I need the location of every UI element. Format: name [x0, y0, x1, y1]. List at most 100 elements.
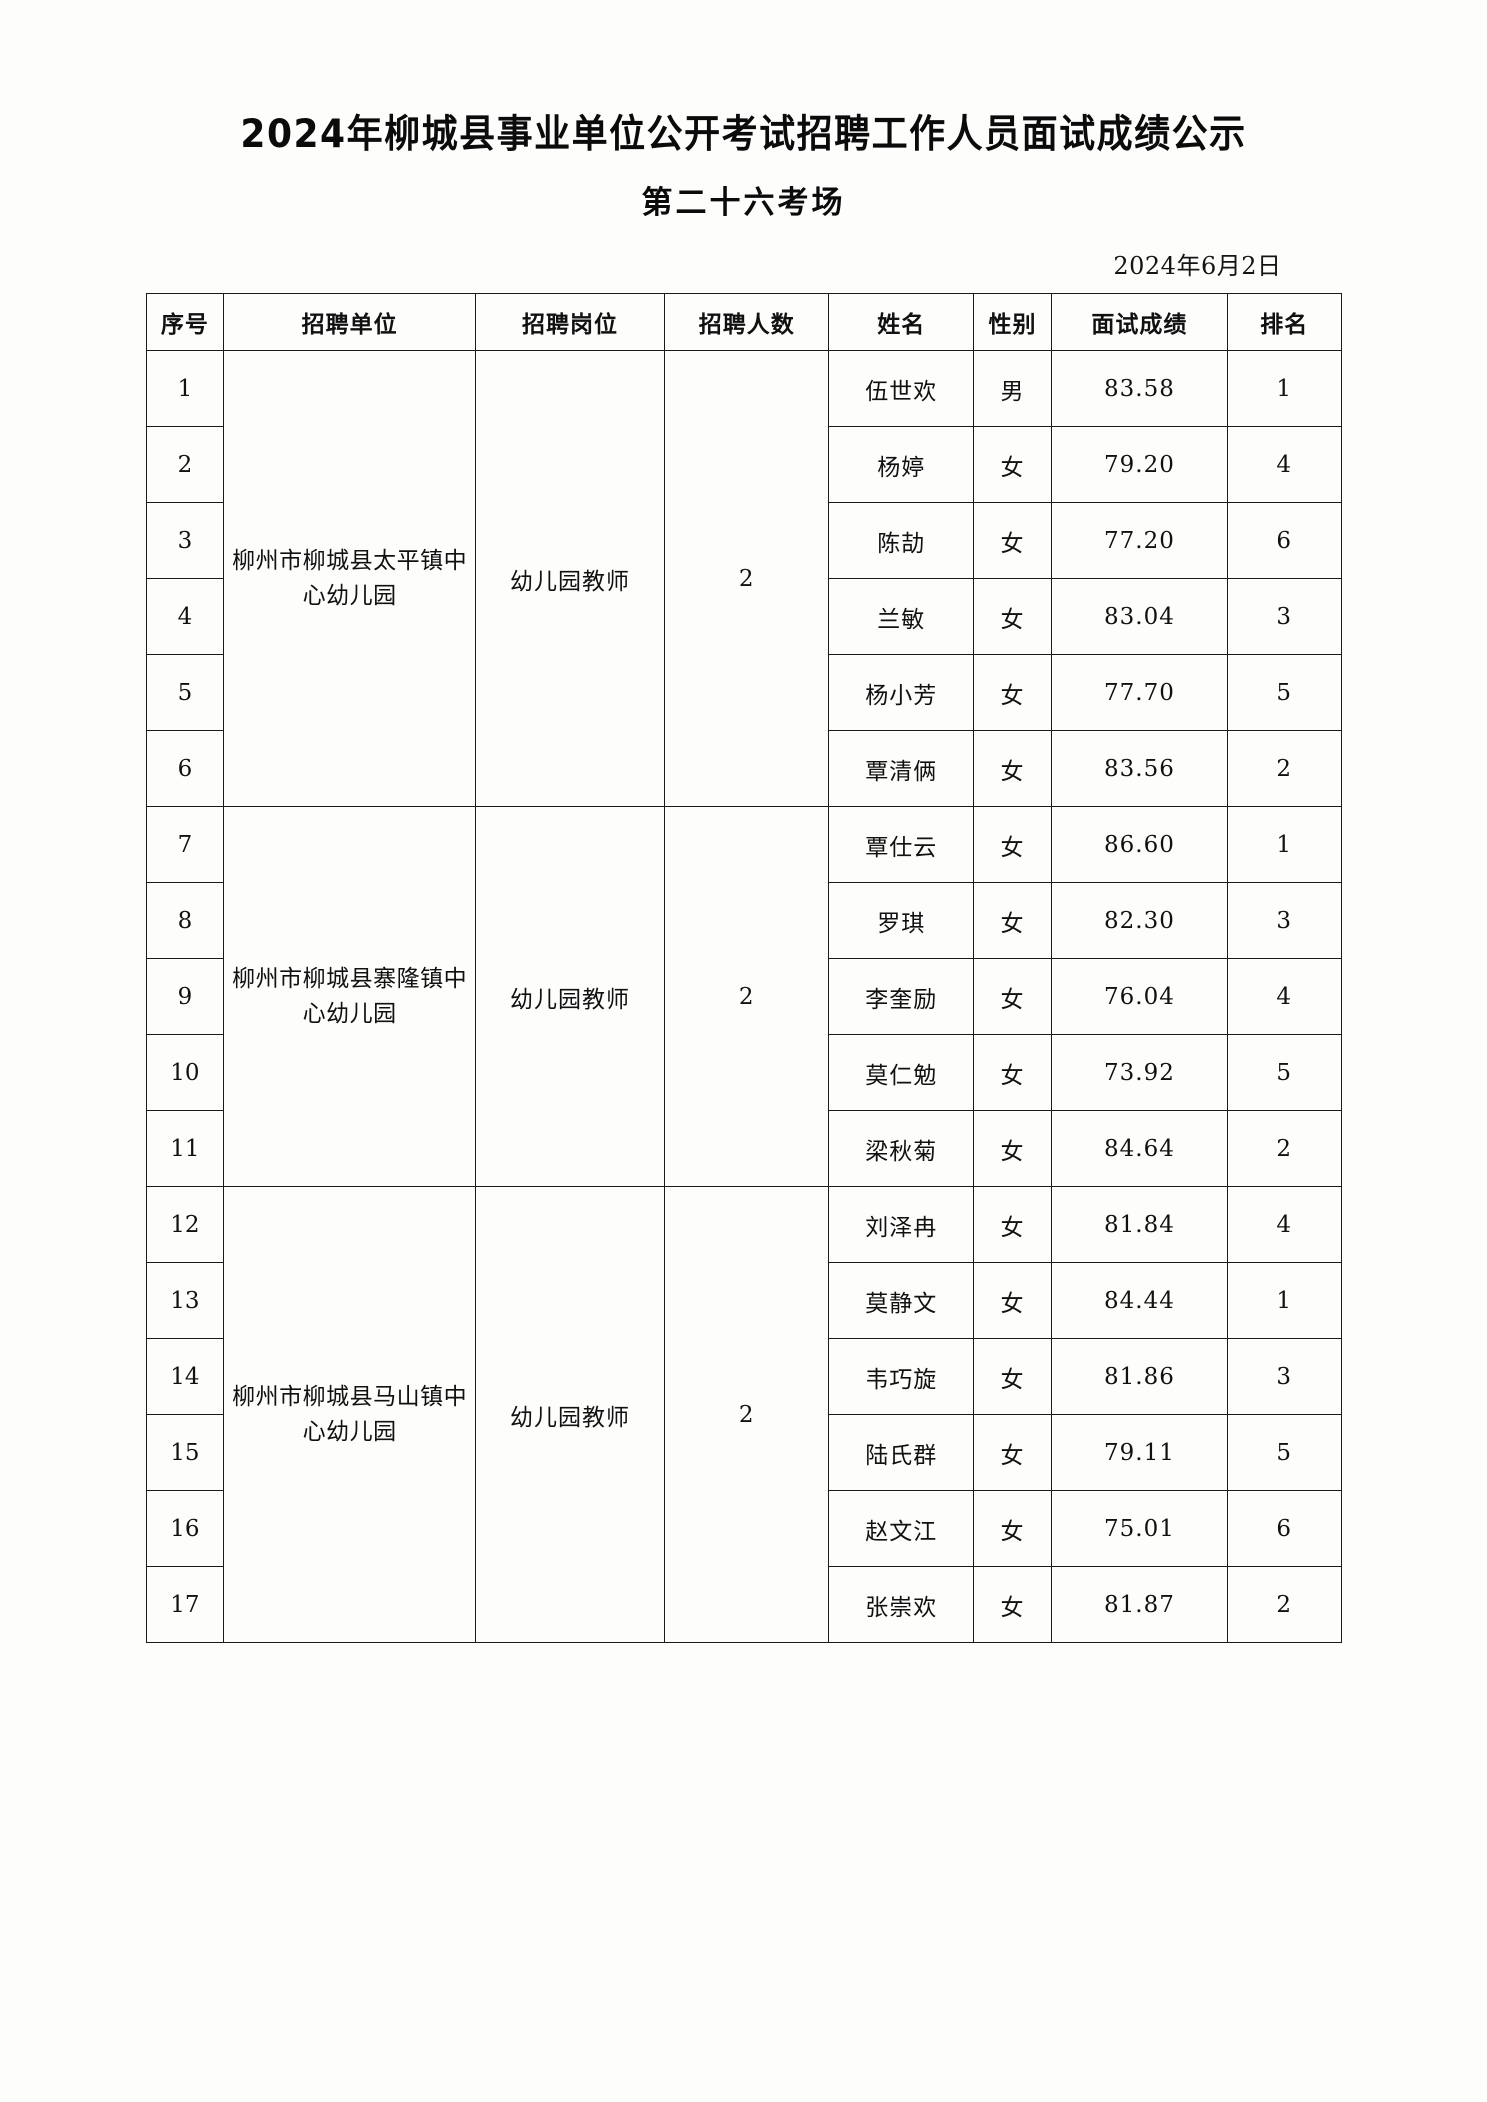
cell-score: 81.84 — [1050, 1186, 1228, 1263]
page-subtitle: 第二十六考场 — [641, 185, 846, 221]
table-row: 9 李奎励女 76.04 4 — [145, 958, 1342, 1035]
title-block: 2024年柳城县事业单位公开考试招聘工作人员面试成绩公示 第二十六考场 — [0, 0, 1487, 222]
cell-name: 伍世欢 — [828, 350, 975, 427]
cell-gender: 女 — [973, 1186, 1052, 1263]
cell-name: 李奎励 — [828, 958, 975, 1035]
cell-name: 杨婷 — [828, 426, 975, 503]
cell-index: 7 — [145, 806, 225, 883]
column-header-position: 招聘岗位 — [475, 293, 666, 351]
cell-gender: 女 — [973, 578, 1052, 655]
cell-score: 83.58 — [1050, 350, 1228, 427]
table-row: 7 柳州市柳城县寨隆镇中心幼儿园 幼儿园教师 2 覃仕云女 86.60 1 — [145, 806, 1342, 1187]
cell-gender: 女 — [973, 1566, 1052, 1643]
column-header-unit: 招聘单位 — [223, 293, 477, 351]
cell-gender: 女 — [973, 1414, 1052, 1491]
cell-score: 84.64 — [1050, 1110, 1228, 1187]
cell-rank: 2 — [1226, 1110, 1342, 1187]
cell-name: 张崇欢 — [828, 1566, 975, 1643]
cell-name: 刘泽冉 — [828, 1186, 975, 1263]
column-header-score: 面试成绩 — [1050, 293, 1228, 351]
table-row: 1 柳州市柳城县太平镇中心幼儿园 幼儿园教师 2 伍世欢男 83.58 1 — [145, 350, 1342, 807]
cell-position: 幼儿园教师 — [475, 806, 666, 1187]
cell-name: 韦巧旋 — [828, 1338, 975, 1415]
table-header: 序号 招聘单位 招聘岗位 招聘人数 姓名 性别 面试成绩 排名 — [145, 293, 1342, 351]
cell-index: 1 — [145, 350, 225, 427]
cell-score: 83.04 — [1050, 578, 1228, 655]
table-row: 13 莫静文女 84.44 1 — [145, 1262, 1342, 1339]
cell-headcount: 2 — [664, 1186, 830, 1643]
cell-rank: 1 — [1226, 806, 1342, 883]
cell-index: 14 — [145, 1338, 225, 1415]
table-row: 14 韦巧旋女 81.86 3 — [145, 1338, 1342, 1415]
cell-rank: 2 — [1226, 1566, 1342, 1643]
cell-score: 76.04 — [1050, 958, 1228, 1035]
cell-rank: 6 — [1226, 502, 1342, 579]
table-row: 5 杨小芳女 77.70 5 — [145, 654, 1342, 731]
cell-name: 莫仁勉 — [828, 1034, 975, 1111]
table-row: 2 杨婷女 79.20 4 — [145, 426, 1342, 503]
cell-name: 杨小芳 — [828, 654, 975, 731]
cell-gender: 女 — [973, 502, 1052, 579]
cell-index: 12 — [145, 1186, 225, 1263]
cell-index: 16 — [145, 1490, 225, 1567]
cell-index: 3 — [145, 502, 225, 579]
table-row: 15 陆氏群女 79.11 5 — [145, 1414, 1342, 1491]
cell-name: 陈劼 — [828, 502, 975, 579]
cell-index: 4 — [145, 578, 225, 655]
column-header-rank: 排名 — [1226, 293, 1342, 351]
cell-gender: 女 — [973, 730, 1052, 807]
table-row: 4 兰敏女 83.04 3 — [145, 578, 1342, 655]
cell-index: 9 — [145, 958, 225, 1035]
table-row: 6 覃清俩女 83.56 2 — [145, 730, 1342, 807]
cell-gender: 女 — [973, 1034, 1052, 1111]
table-row: 11 梁秋菊女 84.64 2 — [145, 1110, 1342, 1187]
column-header-name: 姓名 — [828, 293, 975, 351]
cell-score: 82.30 — [1050, 882, 1228, 959]
cell-score: 83.56 — [1050, 730, 1228, 807]
cell-name: 陆氏群 — [828, 1414, 975, 1491]
table-row: 12 柳州市柳城县马山镇中心幼儿园 幼儿园教师 2 刘泽冉女 81.84 4 — [145, 1186, 1342, 1643]
cell-score: 77.20 — [1050, 502, 1228, 579]
cell-name: 莫静文 — [828, 1262, 975, 1339]
cell-gender: 女 — [973, 958, 1052, 1035]
cell-rank: 3 — [1226, 1338, 1342, 1415]
cell-index: 15 — [145, 1414, 225, 1491]
cell-rank: 3 — [1226, 578, 1342, 655]
cell-rank: 4 — [1226, 426, 1342, 503]
cell-score: 79.11 — [1050, 1414, 1228, 1491]
table-body: 1 柳州市柳城县太平镇中心幼儿园 幼儿园教师 2 伍世欢男 83.58 1 2 杨婷女 79.20… — [145, 350, 1342, 1643]
cell-headcount: 2 — [664, 806, 830, 1187]
cell-index: 11 — [145, 1110, 225, 1187]
results-table-container: 序号 招聘单位 招聘岗位 招聘人数 姓名 性别 面试成绩 排名 1 柳州市柳城县太… — [145, 293, 1342, 1643]
cell-name: 梁秋菊 — [828, 1110, 975, 1187]
cell-score: 75.01 — [1050, 1490, 1228, 1567]
cell-rank: 5 — [1226, 1034, 1342, 1111]
table-row: 17 张崇欢女 81.87 2 — [145, 1566, 1342, 1643]
interview-results-table: 序号 招聘单位 招聘岗位 招聘人数 姓名 性别 面试成绩 排名 1 柳州市柳城县太… — [145, 293, 1342, 1643]
cell-rank: 2 — [1226, 730, 1342, 807]
cell-rank: 3 — [1226, 882, 1342, 959]
cell-gender: 女 — [973, 1110, 1052, 1187]
cell-name: 赵文江 — [828, 1490, 975, 1567]
cell-index: 17 — [145, 1566, 225, 1643]
cell-gender: 女 — [973, 1490, 1052, 1567]
cell-rank: 1 — [1226, 1262, 1342, 1339]
cell-name: 兰敏 — [828, 578, 975, 655]
cell-name: 覃清俩 — [828, 730, 975, 807]
cell-index: 10 — [145, 1034, 225, 1111]
page-title: 2024年柳城县事业单位公开考试招聘工作人员面试成绩公示 — [240, 112, 1247, 157]
cell-score: 79.20 — [1050, 426, 1228, 503]
cell-gender: 女 — [973, 426, 1052, 503]
cell-index: 13 — [145, 1262, 225, 1339]
cell-gender: 男 — [973, 350, 1052, 427]
cell-rank: 5 — [1226, 1414, 1342, 1491]
cell-gender: 女 — [973, 1338, 1052, 1415]
cell-rank: 5 — [1226, 654, 1342, 731]
cell-gender: 女 — [973, 654, 1052, 731]
cell-index: 5 — [145, 654, 225, 731]
cell-index: 2 — [145, 426, 225, 503]
cell-unit: 柳州市柳城县马山镇中心幼儿园 — [223, 1186, 477, 1643]
column-header-index: 序号 — [145, 293, 225, 351]
cell-position: 幼儿园教师 — [475, 1186, 666, 1643]
cell-index: 6 — [145, 730, 225, 807]
